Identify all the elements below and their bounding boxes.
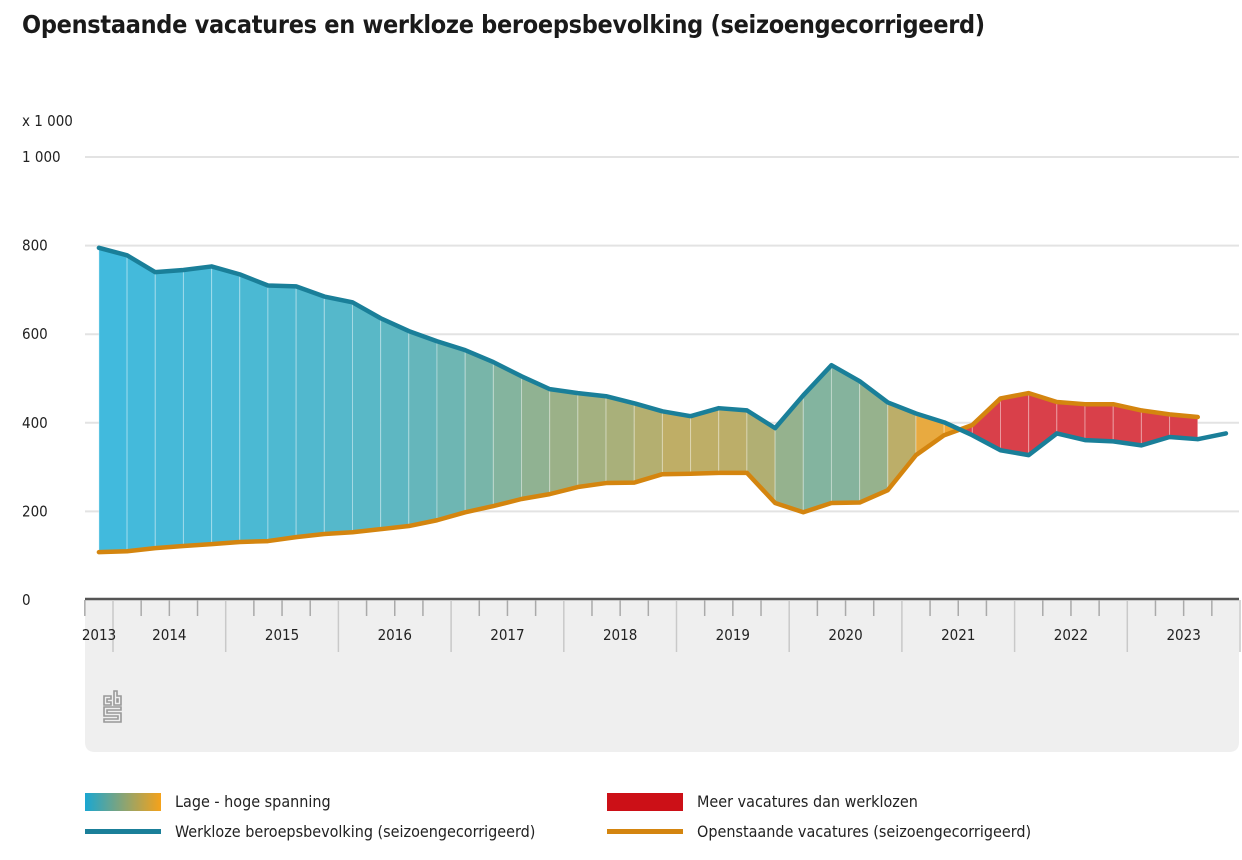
area-segment (887, 401, 917, 492)
area-segment (323, 295, 353, 535)
x-tick-label: 2021 (941, 626, 975, 644)
area-segment (661, 410, 692, 475)
x-axis-panel (85, 598, 1239, 752)
x-tick-label: 2017 (490, 626, 524, 644)
area-segment (408, 330, 438, 527)
legend-label: Werkloze beroepsbevolking (seizoengecorr… (175, 822, 536, 841)
area-segment (1084, 403, 1114, 442)
area-segment (577, 392, 607, 488)
area-segment (98, 247, 128, 553)
x-tick-label: 2023 (1166, 626, 1200, 644)
series-lines (96, 245, 1229, 555)
x-tick-label: 2015 (265, 626, 299, 644)
x-tick-label: 2016 (378, 626, 412, 644)
legend-label: Meer vacatures dan werklozen (697, 792, 918, 811)
legend-label: Openstaande vacatures (seizoengecorrigee… (697, 822, 1032, 841)
legend-gradient-swatch (85, 792, 161, 811)
werkloze-line (96, 245, 1229, 458)
chart-title: Openstaande vacatures en werkloze beroep… (22, 10, 985, 39)
area-segment (1000, 392, 1030, 456)
x-tick-label: 2014 (152, 626, 186, 644)
area-segment (718, 407, 748, 474)
area-segment (436, 340, 466, 521)
legend-red-swatch (607, 792, 683, 811)
area-segment (830, 364, 861, 504)
area-segment (633, 402, 663, 484)
y-tick-label: 400 (22, 414, 48, 432)
legend-item-vacatures: Openstaande vacatures (seizoengecorrigee… (607, 822, 1031, 841)
y-tick-label: 600 (22, 325, 48, 343)
x-axis-ticks: 2013 2014 2015 2016 2017 2018 2019 2020 2021 2022… (82, 600, 1241, 652)
x-tick-label: 2022 (1054, 626, 1088, 644)
legend-orange-line (607, 829, 683, 834)
area-segment (211, 265, 241, 545)
area-segment (605, 395, 635, 484)
area-segment (549, 388, 579, 495)
legend-blue-line (85, 829, 161, 834)
area-segment (690, 407, 720, 475)
area-segment (239, 273, 269, 543)
y-unit-label: x 1 000 (22, 112, 73, 130)
x-tick-label: 2019 (716, 626, 750, 644)
legend-label: Lage - hoge spanning (175, 792, 331, 811)
area-segment (126, 254, 156, 552)
area-segment (295, 285, 325, 538)
area-segment (351, 301, 382, 533)
y-tick-label: 1 000 (22, 148, 61, 166)
vacatures-line (96, 390, 1200, 555)
y-axis-labels: 0 200 400 600 800 1 000 (22, 148, 61, 609)
area-segment (464, 349, 494, 513)
x-tick-label: 2018 (603, 626, 637, 644)
x-tick-label: 2020 (828, 626, 862, 644)
legend-item-tension: Lage - hoge spanning (85, 792, 331, 811)
legend-item-werkloze: Werkloze beroepsbevolking (seizoengecorr… (85, 822, 535, 841)
y-tick-label: 200 (22, 502, 48, 520)
area-segment (802, 363, 832, 513)
area-segment (154, 269, 184, 549)
area-segment (380, 317, 410, 530)
area-segment (182, 265, 213, 547)
area-segment (267, 284, 297, 542)
area-fills (98, 247, 1199, 553)
area-segment (492, 361, 523, 507)
area-segment (521, 375, 551, 500)
legend-item-more-vacancies: Meer vacatures dan werklozen (607, 792, 918, 811)
y-tick-label: 800 (22, 237, 48, 255)
x-tick-label: 2013 (82, 626, 116, 644)
y-tick-label: 0 (22, 591, 31, 609)
cbs-logo (103, 690, 122, 723)
